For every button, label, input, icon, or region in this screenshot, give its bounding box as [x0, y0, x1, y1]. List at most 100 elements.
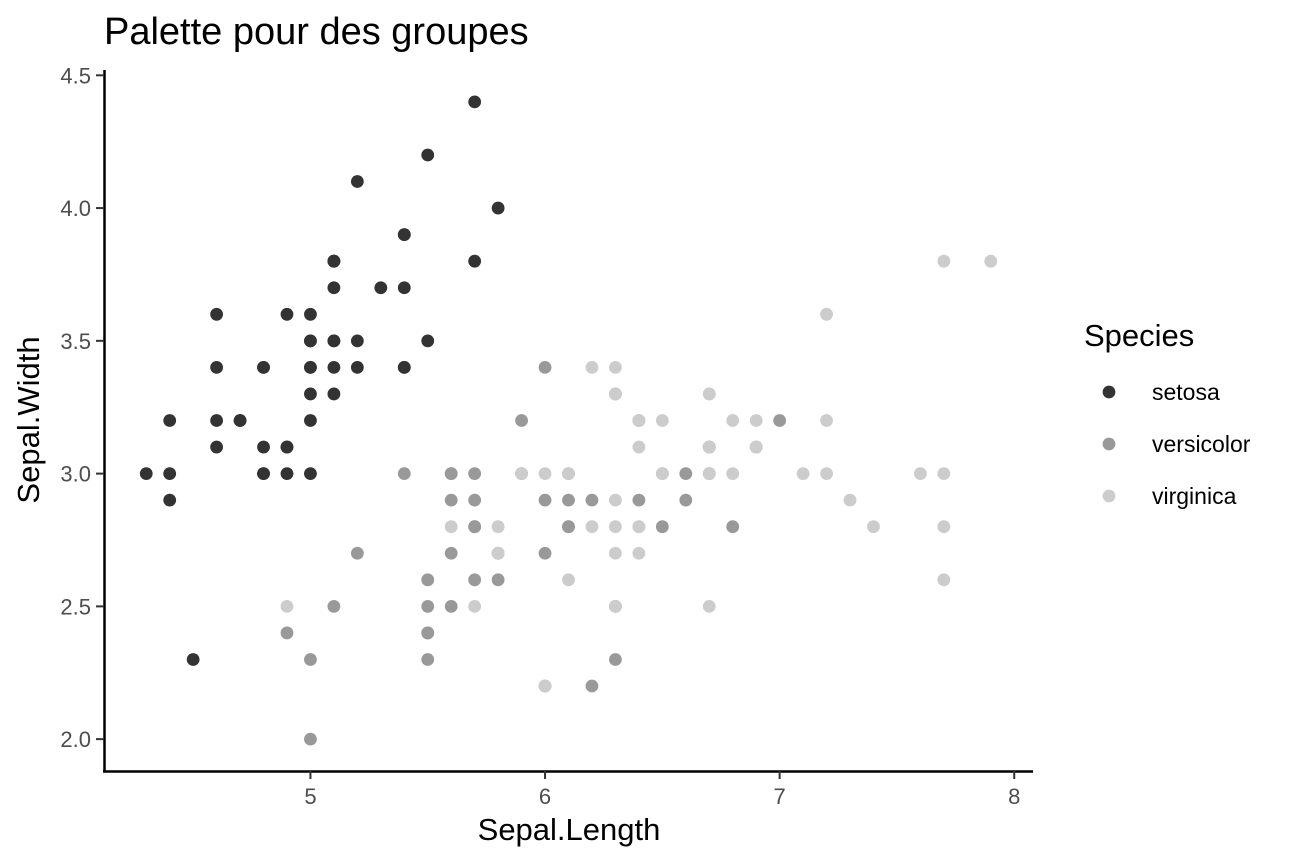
point-virginica-33 — [609, 520, 622, 534]
point-virginica-0 — [609, 387, 622, 401]
point-virginica-11 — [632, 546, 646, 560]
point-versicolor-39 — [421, 599, 435, 613]
point-versicolor-46 — [468, 493, 482, 507]
point-setosa-28 — [350, 360, 364, 374]
point-virginica-45 — [702, 467, 716, 481]
point-versicolor-44 — [444, 546, 458, 560]
point-setosa-31 — [397, 360, 411, 374]
point-setosa-46 — [327, 254, 341, 268]
point-versicolor-40 — [421, 573, 435, 587]
point-setosa-4 — [304, 307, 317, 321]
x-tick-label: 8 — [1008, 784, 1020, 809]
point-versicolor-49 — [468, 520, 482, 534]
point-virginica-7 — [843, 493, 857, 507]
legend-label-setosa: setosa — [1152, 379, 1220, 405]
point-virginica-17 — [937, 254, 951, 268]
point-setosa-47 — [210, 414, 224, 427]
point-setosa-36 — [421, 334, 435, 348]
point-virginica-47 — [655, 467, 669, 481]
point-virginica-40 — [702, 440, 716, 454]
point-setosa-32 — [350, 175, 364, 188]
point-setosa-8 — [163, 493, 177, 507]
point-setosa-16 — [397, 228, 411, 242]
point-virginica-27 — [562, 467, 575, 481]
point-setosa-48 — [374, 281, 388, 295]
point-versicolor-47 — [585, 493, 599, 507]
point-virginica-9 — [820, 307, 833, 321]
point-virginica-49 — [515, 467, 528, 481]
point-virginica-5 — [913, 467, 927, 481]
point-versicolor-43 — [304, 653, 317, 666]
point-virginica-43 — [726, 414, 740, 427]
point-setosa-38 — [163, 467, 177, 481]
point-versicolor-26 — [726, 520, 740, 534]
point-setosa-13 — [139, 467, 153, 481]
point-setosa-25 — [304, 467, 317, 481]
point-versicolor-33 — [538, 546, 552, 560]
y-tick-label: 4.0 — [60, 196, 91, 221]
point-setosa-45 — [257, 467, 270, 481]
point-versicolor-37 — [609, 653, 622, 666]
legend: Species setosa versicolor virginica — [1084, 318, 1251, 509]
y-axis-title: Sepal.Width — [11, 336, 46, 503]
point-virginica-19 — [538, 679, 552, 693]
point-setosa-41 — [186, 653, 200, 666]
point-versicolor-24 — [632, 493, 646, 507]
point-virginica-42 — [491, 546, 505, 560]
point-setosa-10 — [397, 281, 411, 295]
point-virginica-21 — [444, 520, 458, 534]
point-versicolor-25 — [679, 467, 693, 481]
point-setosa-29 — [233, 414, 247, 427]
point-versicolor-9 — [350, 546, 364, 560]
legend-label-virginica: virginica — [1152, 483, 1237, 509]
point-versicolor-31 — [421, 626, 435, 640]
x-tick-label: 5 — [304, 784, 316, 809]
point-setosa-14 — [491, 201, 505, 215]
point-versicolor-35 — [538, 360, 552, 374]
point-setosa-30 — [257, 440, 270, 454]
point-virginica-32 — [632, 520, 646, 534]
legend-title: Species — [1084, 318, 1194, 353]
point-virginica-46 — [609, 599, 622, 613]
point-setosa-34 — [280, 440, 294, 454]
point-setosa-1 — [280, 467, 294, 481]
legend-key-virginica — [1102, 489, 1116, 503]
point-virginica-31 — [984, 254, 998, 268]
point-virginica-6 — [280, 599, 294, 613]
point-versicolor-42 — [491, 573, 505, 587]
point-versicolor-29 — [468, 573, 482, 587]
point-setosa-49 — [304, 387, 317, 401]
point-virginica-41 — [749, 440, 763, 454]
plot-points — [139, 95, 998, 746]
point-setosa-43 — [304, 334, 317, 348]
point-virginica-38 — [538, 467, 552, 481]
point-versicolor-0 — [773, 414, 787, 427]
point-virginica-35 — [937, 467, 951, 481]
x-axis-ticks: 5 6 7 8 — [304, 771, 1020, 809]
point-versicolor-48 — [327, 599, 341, 613]
point-versicolor-34 — [397, 467, 411, 481]
point-virginica-37 — [632, 440, 646, 454]
point-versicolor-13 — [562, 493, 575, 507]
y-tick-label: 2.5 — [60, 594, 91, 619]
point-versicolor-38 — [444, 467, 458, 481]
point-versicolor-10 — [304, 732, 317, 746]
point-versicolor-18 — [585, 679, 599, 693]
y-axis-ticks: 2.0 2.5 3.0 3.5 4.0 4.5 — [60, 63, 104, 752]
point-versicolor-45 — [468, 467, 482, 481]
point-setosa-39 — [327, 360, 341, 374]
point-virginica-25 — [820, 414, 833, 427]
point-virginica-29 — [820, 467, 833, 481]
point-setosa-33 — [421, 148, 435, 162]
y-tick-label: 3.5 — [60, 329, 91, 354]
x-axis-title: Sepal.Length — [478, 812, 661, 847]
legend-label-versicolor: versicolor — [1152, 431, 1251, 457]
point-virginica-34 — [562, 573, 575, 587]
legend-key-versicolor — [1102, 437, 1116, 451]
y-tick-label: 3.0 — [60, 462, 91, 487]
point-setosa-26 — [304, 360, 317, 374]
point-setosa-37 — [280, 307, 294, 321]
x-tick-label: 6 — [539, 784, 551, 809]
point-setosa-42 — [163, 414, 177, 427]
point-virginica-15 — [632, 414, 646, 427]
